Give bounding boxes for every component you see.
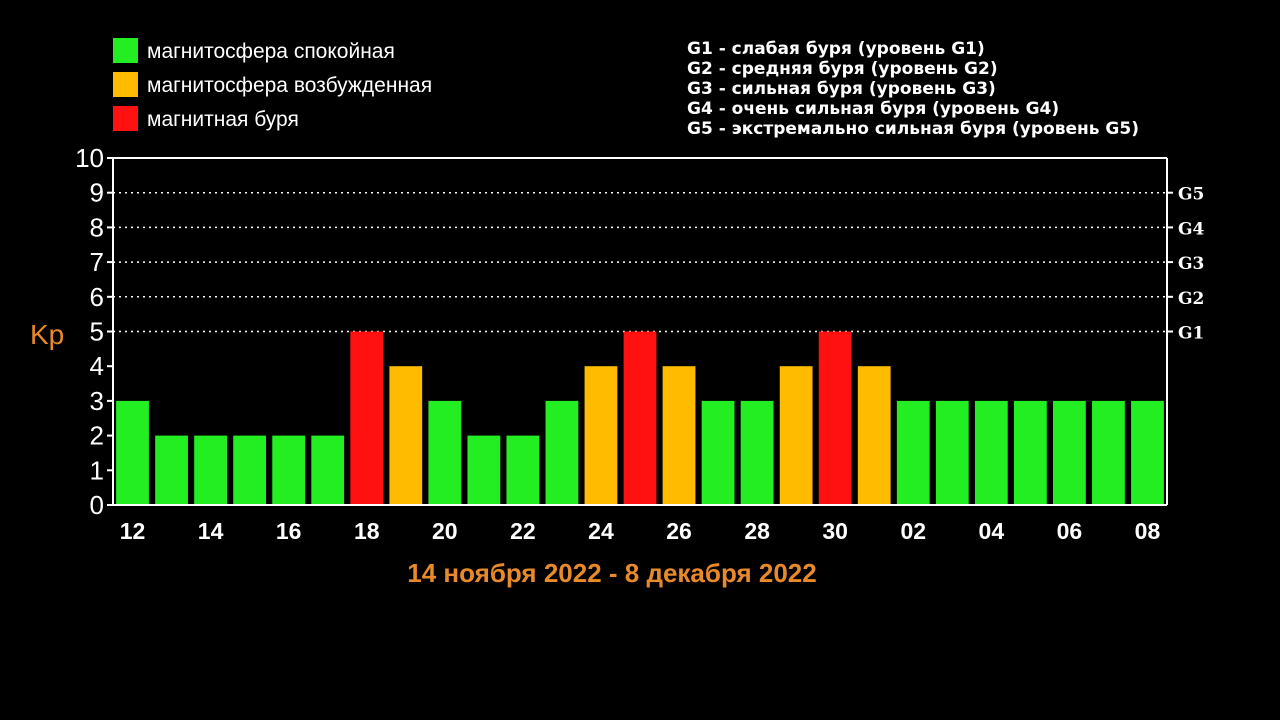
bar [584,366,618,505]
bar [194,435,227,505]
bar [896,400,930,505]
bar [701,400,735,505]
storm-level-tick-label: G4 [1178,219,1205,239]
bar [974,400,1008,505]
bar [1131,400,1164,505]
legend-label: магнитосфера возбужденная [147,74,432,97]
y-tick-label: 10 [75,143,104,173]
storm-level-text: G3 - сильная буря (уровень G3) [687,79,996,99]
bar [818,331,852,505]
x-tick-label: 28 [744,518,770,544]
y-tick-label: 0 [90,490,104,520]
bar [1013,400,1047,505]
storm-level-tick-label: G1 [1178,324,1204,344]
x-tick-label: 26 [666,518,692,544]
y-tick-label: 9 [90,178,104,208]
x-tick-label: 08 [1135,518,1161,544]
x-tick-label: 20 [432,518,458,544]
y-axis-ticks: 0 1 2 3 4 5 6 7 8 9 10 [75,143,113,520]
legend-swatch [113,38,138,63]
storm-level-text: G1 - слабая буря (уровень G1) [687,39,985,59]
storm-level-tick-label: G5 [1178,185,1204,205]
x-tick-label: 16 [276,518,302,544]
legend-label: магнитная буря [147,108,299,131]
x-tick-label: 02 [900,518,926,544]
x-tick-label: 18 [354,518,380,544]
x-tick-label: 22 [510,518,536,544]
storm-level-tick-label: G3 [1178,254,1204,274]
bar [545,400,579,505]
grid-lines [113,191,1167,333]
x-axis-label: 14 ноября 2022 - 8 декабря 2022 [407,558,816,588]
bar [857,366,891,505]
bar [740,400,774,505]
y-tick-label: 6 [90,282,104,312]
legend-swatch [113,72,138,97]
x-tick-label: 12 [120,518,146,544]
x-tick-label: 06 [1057,518,1083,544]
bar [506,435,540,505]
bar [350,331,384,505]
y-tick-label: 1 [90,455,104,485]
storm-level-text: G2 - средняя буря (уровень G2) [687,59,998,79]
legend-label: магнитосфера спокойная [147,40,395,63]
axes [112,157,1168,506]
storm-level-text: G4 - очень сильная буря (уровень G4) [687,99,1059,119]
x-axis-ticks: 12 14 16 18 20 22 24 26 28 30 02 04 06 08 [120,518,1161,544]
bar [1092,400,1125,505]
bar [311,435,345,505]
y-tick-label: 7 [90,247,104,277]
bar [662,366,696,505]
bar [779,366,813,505]
x-tick-label: 04 [979,518,1005,544]
bar [272,435,306,505]
storm-level-tick-label: G2 [1178,289,1204,309]
y-tick-label: 8 [90,212,104,242]
storm-level-axis-ticks: G1 G2 G3 G4 G5 [1167,185,1205,344]
bar [155,435,188,505]
y-tick-label: 2 [90,421,104,451]
bar [389,366,423,505]
bar [467,435,501,505]
bar [1053,400,1086,505]
bar [116,400,149,505]
storm-levels-legend: G1 - слабая буря (уровень G1)G2 - средня… [687,39,1139,139]
x-tick-label: 14 [198,518,224,544]
bar [233,435,267,505]
y-tick-label: 4 [90,351,104,381]
bar [935,400,969,505]
bar [623,331,657,505]
x-tick-label: 30 [822,518,848,544]
x-tick-label: 24 [588,518,614,544]
y-tick-label: 5 [90,317,104,347]
storm-level-text: G5 - экстремально сильная буря (уровень … [687,119,1139,139]
legend: магнитосфера спокойная магнитосфера возбу… [113,38,432,131]
bars [116,331,1164,505]
y-tick-label: 3 [90,386,104,416]
legend-swatch [113,106,138,131]
bar [428,400,462,505]
y-axis-label: Kp [30,319,64,350]
